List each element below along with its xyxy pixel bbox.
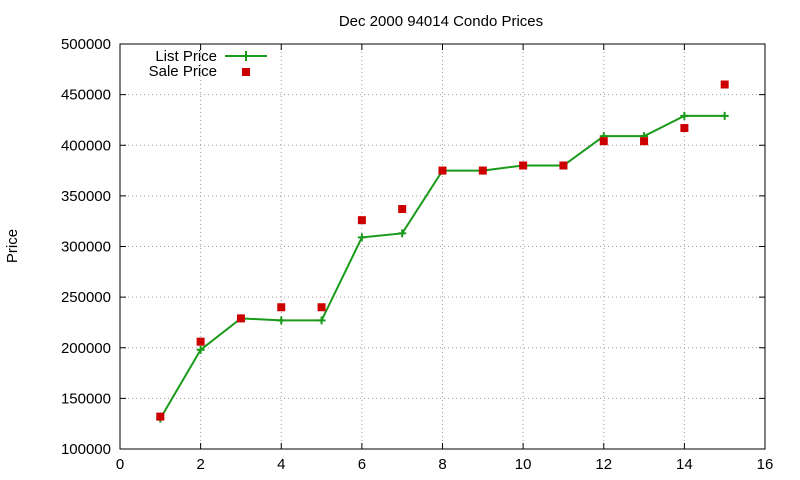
data-point-sale-price: [640, 137, 649, 146]
y-tick-label: 300000: [61, 239, 111, 256]
chart-title: Dec 2000 94014 Condo Prices: [339, 13, 543, 30]
data-point-sale-price: [277, 303, 286, 312]
data-point-list-price: [196, 345, 205, 354]
y-tick-label: 100000: [61, 441, 111, 458]
y-axis-label: Price: [4, 229, 21, 263]
data-point-list-price: [277, 316, 286, 325]
x-tick-label: 2: [196, 456, 204, 473]
data-point-sale-price: [720, 80, 729, 89]
legend-marker-sale-price: [242, 68, 250, 76]
series-layer: [156, 80, 729, 423]
data-point-sale-price: [196, 337, 205, 346]
y-tick-label: 350000: [61, 188, 111, 205]
legend-label-sale-price: Sale Price: [149, 63, 217, 80]
y-tick-label: 150000: [61, 390, 111, 407]
legend-marker-list-price: [241, 51, 251, 61]
x-tick-label: 16: [757, 456, 774, 473]
x-tick-label: 10: [515, 456, 532, 473]
data-point-list-price: [398, 229, 407, 238]
data-point-sale-price: [357, 216, 366, 225]
data-point-list-price: [357, 233, 366, 242]
data-point-sale-price: [236, 314, 245, 323]
data-point-list-price: [720, 111, 729, 120]
legend: List Price Sale Price: [149, 48, 267, 80]
grid: [120, 44, 765, 449]
x-tick-label: 6: [358, 456, 366, 473]
x-tick-label: 0: [116, 456, 124, 473]
data-point-sale-price: [519, 161, 528, 170]
y-tick-label: 200000: [61, 340, 111, 357]
x-tick-label: 4: [277, 456, 285, 473]
data-point-sale-price: [398, 205, 407, 214]
legend-label-list-price: List Price: [155, 48, 217, 65]
data-point-sale-price: [317, 303, 326, 312]
data-point-sale-price: [478, 166, 487, 175]
x-tick-label: 8: [438, 456, 446, 473]
data-point-sale-price: [599, 137, 608, 146]
y-tick-label: 400000: [61, 137, 111, 154]
y-tick-label: 450000: [61, 87, 111, 104]
series-line-list-price: [159, 114, 725, 420]
data-point-list-price: [680, 111, 689, 120]
y-tick-label: 500000: [61, 36, 111, 53]
data-point-list-price: [317, 316, 326, 325]
x-tick-label: 12: [595, 456, 612, 473]
data-point-sale-price: [559, 161, 568, 170]
axis-ticks: 100000 150000 200000 250000 300000 350000 4000…: [61, 36, 773, 473]
y-tick-label: 250000: [61, 289, 111, 306]
data-point-sale-price: [680, 124, 689, 133]
data-point-sale-price: [438, 166, 447, 175]
data-point-sale-price: [156, 412, 165, 421]
x-tick-label: 14: [676, 456, 693, 473]
